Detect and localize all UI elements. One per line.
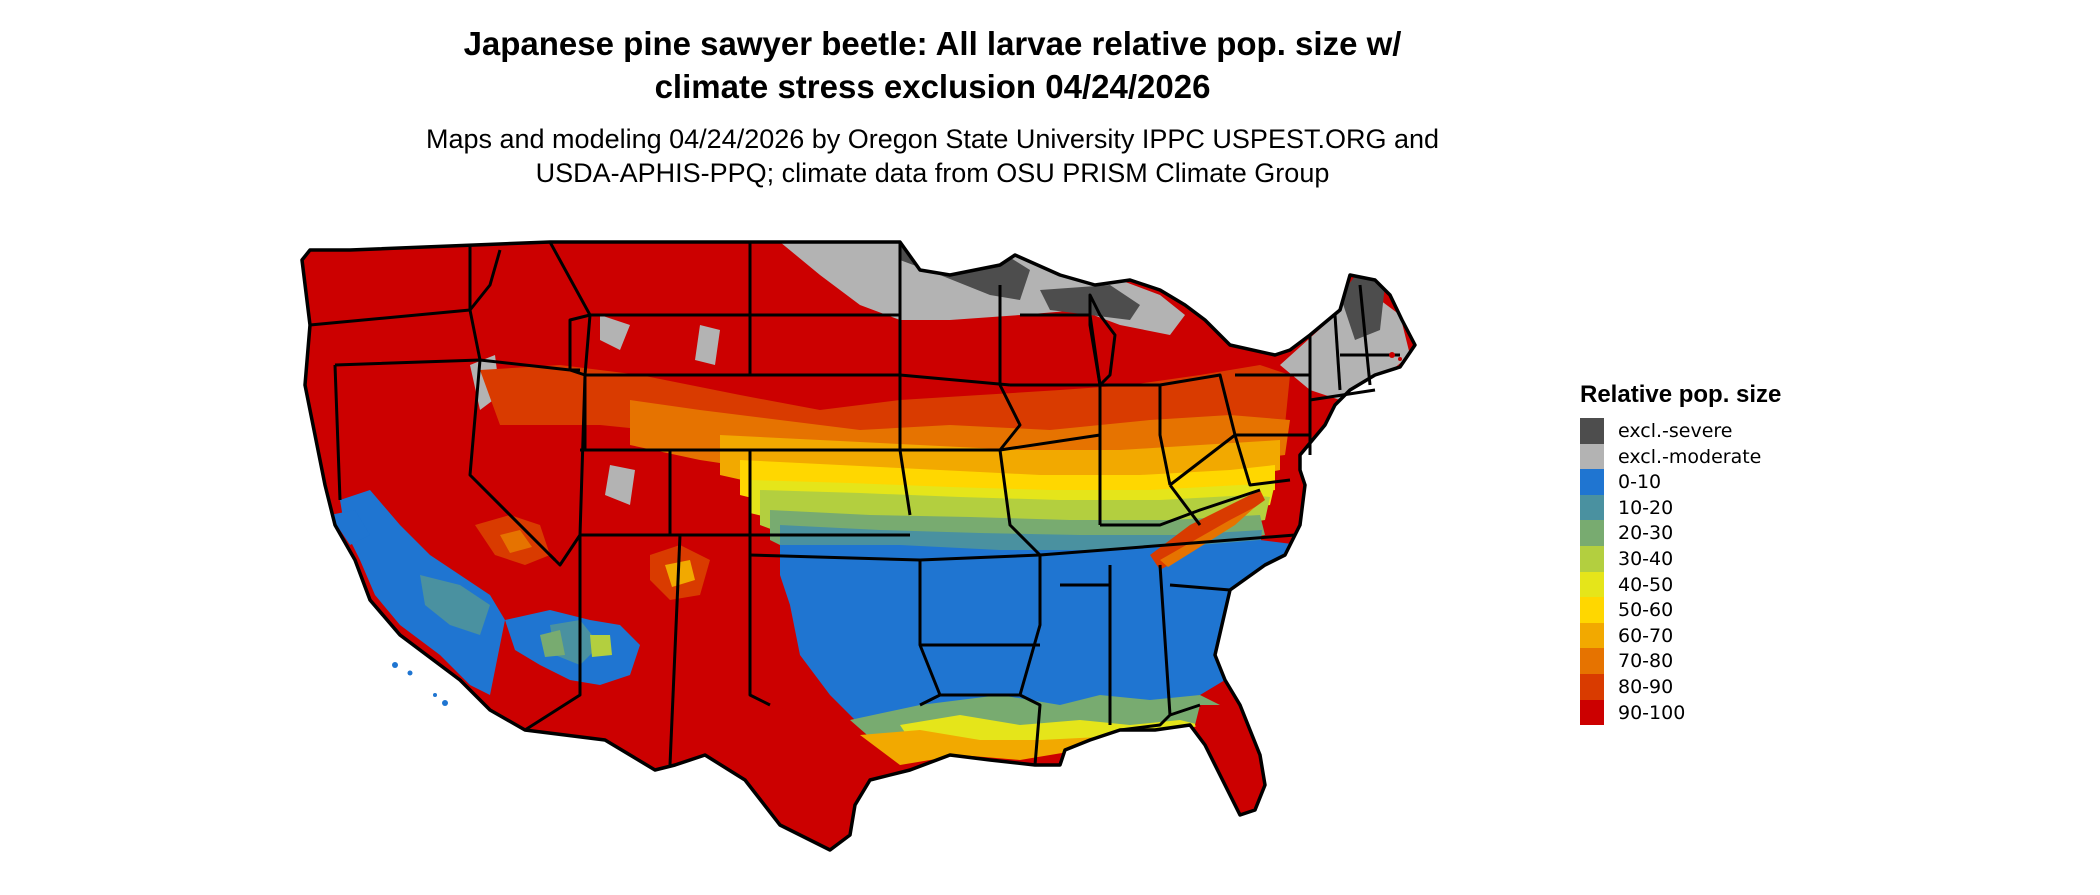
legend-items: excl.-severe excl.-moderate 0-10 10-20 20-30… <box>1580 418 1781 726</box>
legend-label: excl.-severe <box>1618 420 1733 442</box>
legend-label: 50-60 <box>1618 599 1674 622</box>
legend-swatch <box>1580 597 1604 623</box>
legend-label: 60-70 <box>1618 624 1674 647</box>
legend-swatch <box>1580 648 1604 674</box>
legend-item: 80-90 <box>1580 673 1781 700</box>
legend-label: 40-50 <box>1618 573 1674 596</box>
legend-label: 0-10 <box>1618 471 1662 494</box>
legend-swatch <box>1580 469 1604 495</box>
us-population-map <box>300 225 1550 895</box>
legend-swatch <box>1580 545 1604 572</box>
legend-swatch <box>1580 699 1604 726</box>
legend-item: excl.-severe <box>1580 418 1781 444</box>
legend-swatch <box>1580 418 1604 444</box>
legend-label: excl.-moderate <box>1618 445 1762 468</box>
map-title-line-2: climate stress exclusion 04/24/2026 <box>654 68 1211 105</box>
legend-swatch <box>1580 443 1604 470</box>
map-legend: Relative pop. size excl.-severe excl.-mod… <box>1580 380 1782 726</box>
legend-item: 30-40 <box>1580 545 1781 572</box>
legend-swatch <box>1580 622 1604 649</box>
map-subtitle-line-1: Maps and modeling 04/24/2026 by Oregon S… <box>425 124 1440 154</box>
state-borders <box>300 240 1417 852</box>
legend-item: 50-60 <box>1580 597 1781 623</box>
legend-label: 70-80 <box>1618 650 1674 673</box>
legend-item: 60-70 <box>1580 622 1781 649</box>
map-subtitle-line-2: USDA-APHIS-PPQ; climate data from OSU PR… <box>535 158 1330 188</box>
legend-label: 10-20 <box>1618 496 1674 519</box>
legend-swatch <box>1580 520 1604 546</box>
legend-item: 40-50 <box>1580 571 1781 598</box>
legend-swatch <box>1580 571 1604 598</box>
legend-item: 90-100 <box>1580 699 1781 726</box>
legend-title: Relative pop. size <box>1580 381 1782 408</box>
coastal-islands <box>392 352 1402 706</box>
legend-item: 10-20 <box>1580 494 1781 521</box>
map-title-line-1: Japanese pine sawyer beetle: All larvae … <box>463 25 1402 62</box>
legend-item: 20-30 <box>1580 520 1781 546</box>
legend-label: 80-90 <box>1618 675 1674 698</box>
legend-swatch <box>1580 673 1604 700</box>
legend-item: excl.-moderate <box>1580 443 1781 470</box>
legend-label: 20-30 <box>1618 522 1674 545</box>
legend-item: 70-80 <box>1580 648 1781 674</box>
legend-label: 30-40 <box>1618 547 1674 570</box>
legend-swatch <box>1580 494 1604 521</box>
legend-label: 90-100 <box>1618 701 1686 724</box>
legend-item: 0-10 <box>1580 469 1781 495</box>
